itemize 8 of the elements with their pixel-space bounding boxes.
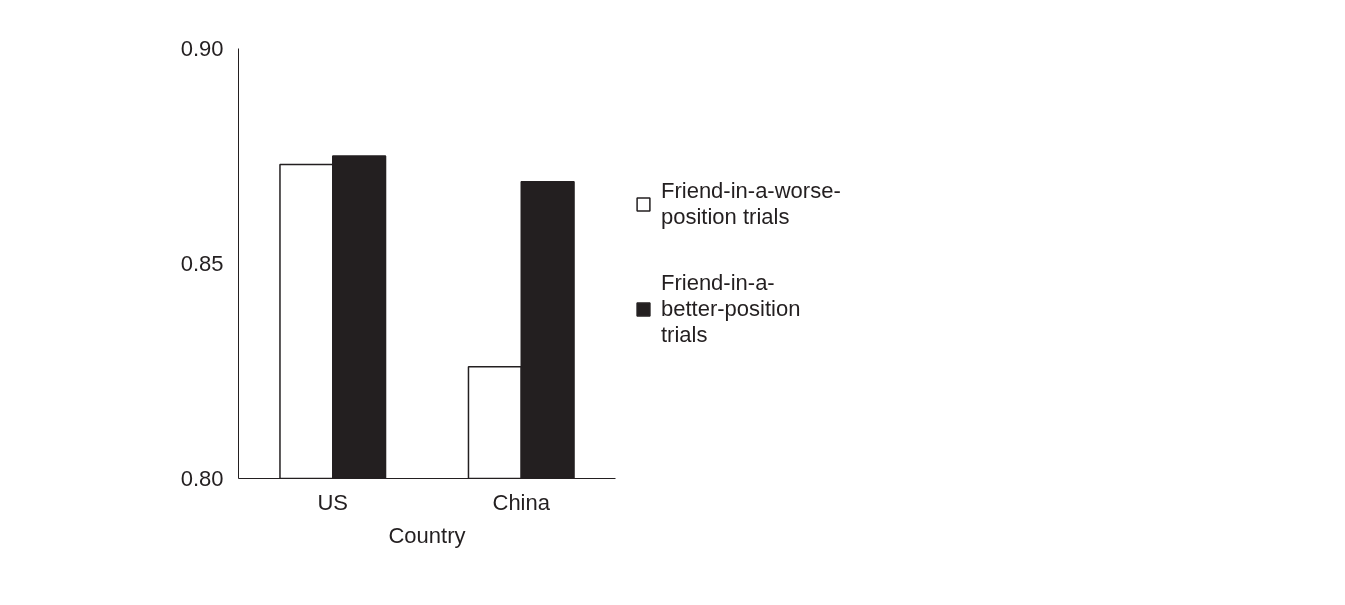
x-tick-label: China: [492, 489, 551, 515]
legend-label: Friend-in-a-worse-position trials: [661, 178, 841, 230]
x-axis-title: Country: [388, 522, 466, 548]
x-tick-label: US: [317, 489, 349, 515]
y-tick-label: 0.85: [180, 251, 224, 276]
y-tick-label: 0.90: [180, 36, 224, 61]
y-tick-label: 0.80: [180, 466, 224, 491]
legend-label: Friend-in-a-better-position trials: [661, 270, 801, 348]
